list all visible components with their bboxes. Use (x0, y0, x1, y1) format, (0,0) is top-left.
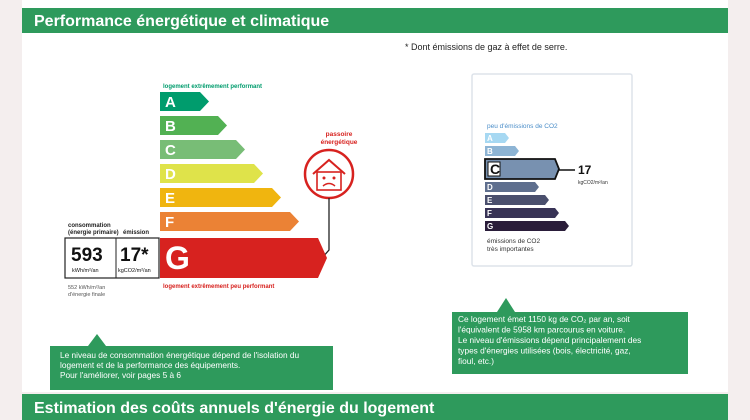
icon-house (316, 171, 342, 191)
co2-class-bar (485, 133, 509, 143)
co2-class-bar (484, 158, 560, 180)
icon-mouth (322, 182, 336, 187)
co2-bottom-label: très importantes (487, 246, 534, 253)
final-energy: 552 kWh/m²/an (68, 285, 105, 291)
callout: Ce logement émet 1150 kg de CO₂ par an, … (452, 298, 688, 374)
co2-top-label: peu d'émissions de CO2 (487, 123, 558, 130)
co2-bottom-label: émissions de CO2 (487, 238, 540, 245)
energy-class-letter: C (165, 142, 176, 159)
energy-class-bar (160, 92, 209, 111)
footer-bar (22, 394, 728, 420)
callout-box (452, 298, 688, 374)
emission-value: 17* (120, 245, 149, 266)
energy-class-letter: B (165, 118, 176, 135)
energy-class-letter: E (165, 190, 175, 207)
co2-value: 17 (578, 163, 592, 177)
bottom-label: logement extrêmement peu performant (163, 284, 274, 290)
icon-roof (312, 158, 346, 175)
footer-title: Estimation des coûts annuels d'énergie d… (34, 400, 435, 417)
energy-class-bar (160, 188, 281, 207)
callout-text: Pour l'améliorer, voir pages 5 à 6 (60, 370, 181, 380)
energy-class-letter: D (165, 166, 176, 183)
icon-eye (322, 176, 326, 180)
co2-unit: kgCO2/m²/an (578, 180, 608, 186)
consumption-unit: kWh/m²/an (72, 268, 99, 274)
icon-circle (303, 148, 355, 200)
co2-class-letter: F (487, 209, 492, 218)
callout-text: l'équivalent de 5958 km parcourus en voi… (458, 325, 625, 335)
co2-class-bar (485, 146, 519, 156)
energy-class-letter: G (165, 240, 190, 276)
co2-class-letter: B (487, 147, 493, 156)
co2-class-bar (485, 208, 559, 218)
top-label: logement extrêmement performant (163, 84, 262, 90)
emission-caption: émission (123, 230, 149, 236)
emission-unit: kgCO2/m²/an (118, 268, 151, 274)
energy-class-bar (160, 212, 299, 231)
passoire-label: énergétique (321, 139, 358, 146)
callout-text: types d'énergies utilisées (bois, électr… (458, 346, 631, 356)
value-box (64, 237, 160, 279)
passoire-label: passoire (326, 131, 353, 138)
callout-box (50, 334, 333, 390)
final-energy: d'énergie finale (68, 292, 105, 298)
co2-letter-box (487, 161, 501, 177)
energy-class-bar (160, 238, 327, 278)
co2-class-letter: A (487, 134, 493, 143)
header-bar (22, 8, 728, 33)
callout-text: logement et de la performance des équipe… (60, 360, 240, 370)
co2-class-letter: E (487, 196, 493, 205)
co2-class-letter: D (487, 183, 493, 192)
co2-class-letter: G (487, 222, 493, 231)
co2-class-bar (485, 221, 569, 231)
callout-text: Ce logement émet 1150 kg de CO₂ par an, … (458, 314, 631, 324)
icon-eye (332, 176, 336, 180)
consumption-value: 593 (71, 245, 103, 266)
energy-class-bar (160, 164, 263, 183)
co2-class-bar (485, 182, 539, 192)
consumption-caption: (énergie primaire) (68, 230, 119, 236)
header-title: Performance énergétique et climatique (34, 13, 329, 30)
co2-class-letter: C (490, 161, 500, 177)
callout-text: fioul, etc.) (458, 356, 494, 366)
energy-class-bar (160, 116, 227, 135)
note: * Dont émissions de gaz à effet de serre… (405, 42, 567, 52)
energy-class-letter: A (165, 94, 176, 111)
callout: Le niveau de consommation énergétique dé… (50, 334, 333, 390)
consumption-caption: consommation (68, 223, 111, 229)
passoire-icon (303, 148, 355, 200)
co2-class-bar (485, 195, 549, 205)
energy-class-letter: F (165, 214, 174, 231)
energy-class-bar (160, 140, 245, 159)
callout-text: Le niveau d'émissions dépend principalem… (458, 335, 641, 345)
callout-text: Le niveau de consommation énergétique dé… (60, 350, 300, 360)
